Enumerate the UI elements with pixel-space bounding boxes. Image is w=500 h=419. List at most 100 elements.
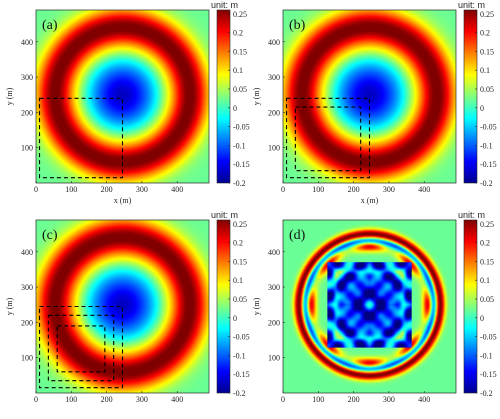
- heatmap-image: [283, 220, 456, 393]
- panel-label: (b): [289, 18, 306, 33]
- colorbar-tick-label: 0: [233, 104, 237, 113]
- x-tick-label: 200: [348, 185, 360, 194]
- colorbar-tick-label: 0: [480, 314, 484, 323]
- colorbar-unit-label: unit: m: [458, 210, 485, 220]
- axes-frame: [35, 219, 210, 394]
- y-tick-label: 300: [21, 283, 33, 292]
- colorbar-tick-label: -0.1: [233, 351, 246, 360]
- colorbar-tick-label: -0.2: [480, 389, 493, 398]
- colorbar-tick-label: 0.2: [233, 239, 243, 248]
- colorbar-tick-label: -0.05: [233, 333, 250, 342]
- colorbar-tick-label: 0.2: [480, 239, 490, 248]
- dashed-box: [38, 97, 124, 179]
- colorbar-tick-label: 0.1: [233, 66, 243, 75]
- x-tick-label: 400: [171, 395, 183, 404]
- y-axis-label: y (m): [5, 87, 14, 105]
- x-tick-label: 400: [171, 185, 183, 194]
- colorbar: [463, 9, 478, 184]
- y-tick-label: 100: [21, 144, 33, 153]
- colorbar-tick-label: 0: [480, 104, 484, 113]
- heatmap-image: [36, 10, 209, 183]
- x-tick-label: 0: [281, 185, 285, 194]
- colorbar-tick-label: 0.15: [480, 257, 494, 266]
- colorbar-tick-label: -0.15: [480, 160, 497, 169]
- colorbar-tick-label: -0.2: [233, 389, 246, 398]
- colorbar-tick-label: -0.1: [233, 141, 246, 150]
- colorbar-tick-label: 0.25: [480, 220, 494, 229]
- colorbar-tick-label: 0.2: [480, 29, 490, 38]
- colorbar-unit-label: unit: m: [211, 210, 238, 220]
- colorbar-tick-label: -0.05: [233, 123, 250, 132]
- panel-2: 0 100 200 300 400 100 200 300 400 y (m) (c) 0.25 0.2…: [5, 210, 250, 404]
- colorbar-tick-label: 0.15: [233, 47, 247, 56]
- colorbar-tick-label: -0.2: [233, 179, 246, 188]
- colorbar: [463, 219, 478, 394]
- x-axis-label: x (m): [361, 196, 379, 205]
- x-tick-label: 200: [348, 395, 360, 404]
- y-tick-label: 200: [21, 108, 33, 117]
- colorbar-tick-label: 0.15: [233, 257, 247, 266]
- y-axis-label: y (m): [252, 87, 261, 105]
- colorbar: [216, 9, 231, 184]
- y-tick-label: 100: [21, 354, 33, 363]
- colorbar-tick-label: -0.05: [480, 333, 497, 342]
- colorbar-tick-label: 0.25: [233, 10, 247, 19]
- x-tick-label: 100: [312, 185, 324, 194]
- x-tick-label: 300: [136, 185, 148, 194]
- x-tick-label: 300: [383, 395, 395, 404]
- x-axis-label: x (m): [114, 196, 132, 205]
- y-tick-label: 300: [21, 73, 33, 82]
- y-tick-label: 300: [268, 283, 280, 292]
- panel-0: 0 100 200 300 400 100 200 300 400 x (m) y (m) (a) 0.…: [5, 0, 250, 205]
- y-tick-label: 400: [21, 248, 33, 257]
- heatmap-image: [283, 10, 456, 183]
- x-tick-label: 400: [418, 185, 430, 194]
- x-tick-label: 0: [281, 395, 285, 404]
- colorbar-tick-label: -0.15: [233, 160, 250, 169]
- axes-frame: [35, 9, 210, 184]
- dashed-box: [38, 305, 124, 389]
- x-tick-label: 100: [65, 185, 77, 194]
- dashed-box: [47, 314, 115, 382]
- colorbar-tick-label: -0.1: [480, 141, 493, 150]
- x-tick-label: 100: [312, 395, 324, 404]
- colorbar-tick-label: 0.05: [480, 295, 494, 304]
- panel-3: 0 100 200 300 400 100 200 300 400 y (m) (d) 0.25 0.2…: [252, 210, 497, 404]
- colorbar-unit-label: unit: m: [458, 0, 485, 10]
- colorbar-tick-label: -0.15: [480, 370, 497, 379]
- panel-label: (d): [289, 228, 306, 243]
- x-tick-label: 200: [101, 185, 113, 194]
- panel-label: (c): [42, 228, 58, 243]
- y-tick-label: 300: [268, 73, 280, 82]
- y-tick-label: 400: [21, 38, 33, 47]
- y-axis-label: y (m): [5, 297, 14, 315]
- colorbar-tick-label: 0.05: [233, 295, 247, 304]
- x-tick-label: 400: [418, 395, 430, 404]
- x-tick-label: 0: [34, 395, 38, 404]
- x-tick-label: 200: [101, 395, 113, 404]
- y-tick-label: 200: [268, 108, 280, 117]
- colorbar-tick-label: 0.05: [233, 85, 247, 94]
- y-tick-label: 100: [268, 354, 280, 363]
- colorbar-tick-label: 0.1: [233, 276, 243, 285]
- x-tick-label: 300: [383, 185, 395, 194]
- dashed-box: [56, 325, 106, 373]
- colorbar-tick-label: 0.1: [480, 66, 490, 75]
- colorbar-tick-label: -0.2: [480, 179, 493, 188]
- dashed-box: [294, 106, 362, 172]
- colorbar-tick-label: -0.1: [480, 351, 493, 360]
- x-tick-label: 100: [65, 395, 77, 404]
- colorbar-tick-label: 0.25: [480, 10, 494, 19]
- y-tick-label: 100: [268, 144, 280, 153]
- colorbar-tick-label: -0.05: [480, 123, 497, 132]
- y-tick-label: 400: [268, 248, 280, 257]
- dashed-box: [285, 97, 371, 179]
- axes-frame: [282, 219, 457, 394]
- x-tick-label: 300: [136, 395, 148, 404]
- colorbar-tick-label: 0.2: [233, 29, 243, 38]
- colorbar: [216, 219, 231, 394]
- x-tick-label: 0: [34, 185, 38, 194]
- colorbar-tick-label: 0.05: [480, 85, 494, 94]
- colorbar-unit-label: unit: m: [211, 0, 238, 10]
